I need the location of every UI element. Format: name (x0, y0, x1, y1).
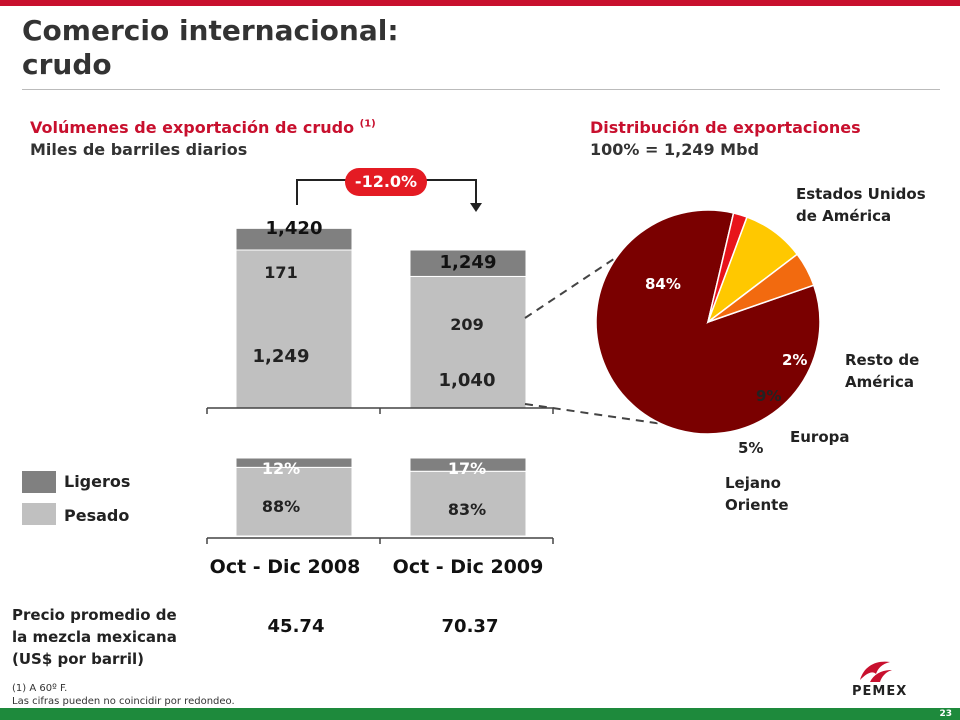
distribution-pie-chart (595, 209, 821, 435)
price-label-line2: la mezcla mexicana (12, 628, 177, 646)
footnote-line1: (1) A 60º F. (12, 683, 68, 694)
bar-label-ligeros-2008: 171 (264, 263, 298, 282)
pct-bar-pesado-1 (409, 470, 527, 537)
legend-label-pesado: Pesado (64, 506, 130, 525)
pemex-logo-text: PEMEX (852, 684, 908, 699)
pie-label-usa-line2: de América (796, 207, 892, 225)
pct-label-pesado-2009: 83% (447, 500, 487, 519)
legend-swatch-pesado (22, 503, 56, 525)
pie-value-usa: 84% (645, 275, 681, 293)
volume-bar-chart (235, 227, 527, 409)
bar-label-pesado-2008: 1,249 (252, 346, 310, 367)
distribution-subheading: 100% = 1,249 Mbd (590, 140, 759, 159)
pie-label-rest-america-line2: América (845, 373, 914, 391)
pct-bar-ligeros-0 (235, 457, 353, 468)
bar-label-pesado-2009: 1,040 (438, 370, 496, 391)
footnote-line2: Las cifras pueden no coincidir por redon… (12, 696, 235, 707)
price-label-line3: (US$ por barril) (12, 650, 144, 668)
pie-label-far-east-line2: Oriente (725, 496, 789, 514)
pct-label-ligeros-2008: 12% (261, 459, 301, 478)
total-label-2009: 1,249 (439, 252, 497, 273)
export-volume-heading: Volúmenes de exportación de crudo (1) (30, 118, 376, 137)
pct-label-pesado-2008: 88% (261, 497, 301, 516)
pie-label-usa-line1: Estados Unidos (796, 185, 926, 203)
pie-slice-3 (707, 253, 815, 323)
export-volume-heading-text: Volúmenes de exportación de crudo (30, 118, 355, 137)
pie-label-rest-america-line1: Resto de (845, 351, 920, 369)
footnotes: (1) A 60º F. Las cifras pueden no coinci… (12, 682, 235, 708)
pct-label-ligeros-2009: 17% (447, 459, 487, 478)
page-number: 23 (939, 709, 952, 719)
pie-label-usa: Estados Unidos de América (796, 183, 926, 227)
price-value-2009: 70.37 (441, 616, 499, 637)
pie-label-far-east-line1: Lejano (725, 474, 781, 492)
pie-value-rest-america: 2% (782, 351, 808, 369)
pemex-eagle-logo-icon (860, 661, 892, 682)
legend-label-ligeros: Ligeros (64, 472, 131, 491)
price-label: Precio promedio de la mezcla mexicana (U… (12, 604, 212, 670)
category-label-2009: Oct - Dic 2009 (392, 556, 544, 578)
pie-label-rest-america: Resto de América (845, 349, 919, 393)
bottom-accent-bar (0, 708, 960, 720)
top-accent-bar (0, 0, 960, 6)
page-title: Comercio internacional: crudo (22, 14, 722, 82)
change-badge: -12.0% (345, 168, 427, 196)
composition-bar-chart (235, 457, 527, 537)
volume-bar-ligeros-1 (409, 249, 527, 277)
distribution-subheading-unit: Mbd (720, 140, 759, 159)
export-volume-subheading: Miles de barriles diarios (30, 140, 248, 159)
legend-swatch-ligeros (22, 471, 56, 493)
pie-value-far-east: 5% (738, 439, 764, 457)
bar-label-ligeros-2009: 209 (450, 315, 484, 334)
change-arrow-head (470, 203, 482, 212)
category-label-2008: Oct - Dic 2008 (209, 556, 361, 578)
price-value-2008: 45.74 (267, 616, 325, 637)
page-title-line2: crudo (22, 48, 112, 81)
volume-bar-ligeros-0 (235, 227, 353, 251)
pct-bar-pesado-0 (235, 466, 353, 537)
distribution-subheading-prefix: 100% = (590, 140, 659, 159)
title-divider (22, 89, 940, 90)
distribution-heading: Distribución de exportaciones (590, 118, 861, 137)
distribution-subheading-value: 1,249 (663, 140, 715, 159)
page-title-line1: Comercio internacional: (22, 14, 399, 47)
pie-label-far-east: Lejano Oriente (725, 472, 789, 516)
pct-bar-ligeros-1 (409, 457, 527, 472)
export-volume-heading-note: (1) (359, 118, 376, 130)
pie-label-europe: Europa (790, 428, 850, 446)
total-label-2008: 1,420 (265, 218, 323, 239)
price-label-line1: Precio promedio de (12, 606, 177, 624)
pie-value-europe: 9% (756, 387, 782, 405)
